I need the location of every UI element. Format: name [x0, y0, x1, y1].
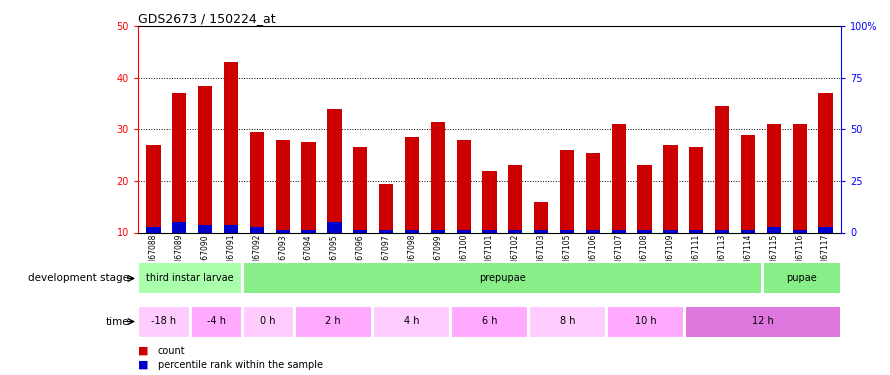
Bar: [224, 225, 239, 232]
Bar: [607, 306, 684, 338]
Bar: [482, 230, 497, 232]
Bar: [793, 124, 807, 232]
Bar: [560, 150, 574, 232]
Bar: [740, 135, 755, 232]
Bar: [276, 140, 290, 232]
Bar: [276, 230, 290, 232]
Bar: [793, 230, 807, 232]
Text: count: count: [158, 346, 185, 355]
Bar: [534, 202, 548, 232]
Bar: [139, 262, 241, 294]
Bar: [224, 62, 239, 232]
Bar: [405, 230, 419, 232]
Text: pupae: pupae: [787, 273, 817, 283]
Bar: [689, 147, 703, 232]
Text: 0 h: 0 h: [261, 316, 276, 326]
Bar: [819, 93, 833, 232]
Text: -4 h: -4 h: [206, 316, 225, 326]
Bar: [457, 230, 471, 232]
Bar: [250, 132, 264, 232]
Bar: [379, 183, 393, 232]
Bar: [431, 122, 445, 232]
Bar: [715, 230, 729, 232]
Text: -18 h: -18 h: [151, 316, 176, 326]
Bar: [243, 262, 763, 294]
Bar: [637, 165, 651, 232]
Bar: [146, 145, 160, 232]
Text: prepupae: prepupae: [479, 273, 526, 283]
Bar: [146, 227, 160, 232]
Text: 6 h: 6 h: [481, 316, 498, 326]
Text: 12 h: 12 h: [752, 316, 773, 326]
Text: ■: ■: [138, 346, 149, 355]
Bar: [663, 230, 677, 232]
Bar: [172, 222, 186, 232]
Bar: [586, 153, 600, 232]
Bar: [764, 262, 840, 294]
Bar: [302, 142, 316, 232]
Bar: [611, 124, 626, 232]
Bar: [819, 227, 833, 232]
Bar: [431, 230, 445, 232]
Bar: [685, 306, 840, 338]
Bar: [766, 227, 781, 232]
Bar: [172, 93, 186, 232]
Bar: [715, 106, 729, 232]
Text: 8 h: 8 h: [560, 316, 575, 326]
Bar: [482, 171, 497, 232]
Bar: [328, 222, 342, 232]
Text: percentile rank within the sample: percentile rank within the sample: [158, 360, 322, 369]
Text: 2 h: 2 h: [326, 316, 341, 326]
Bar: [740, 230, 755, 232]
Bar: [302, 230, 316, 232]
Bar: [560, 230, 574, 232]
Bar: [328, 109, 342, 232]
Text: development stage: development stage: [28, 273, 129, 284]
Bar: [611, 230, 626, 232]
Bar: [508, 165, 522, 232]
Bar: [663, 145, 677, 232]
Bar: [534, 230, 548, 232]
Bar: [689, 230, 703, 232]
Text: 10 h: 10 h: [635, 316, 657, 326]
Bar: [508, 230, 522, 232]
Text: ■: ■: [138, 360, 149, 369]
Bar: [353, 147, 368, 232]
Bar: [190, 306, 241, 338]
Bar: [353, 230, 368, 232]
Bar: [379, 230, 393, 232]
Text: GDS2673 / 150224_at: GDS2673 / 150224_at: [138, 12, 276, 25]
Bar: [243, 306, 294, 338]
Bar: [373, 306, 450, 338]
Text: 4 h: 4 h: [404, 316, 419, 326]
Text: time: time: [105, 316, 129, 327]
Bar: [586, 230, 600, 232]
Text: third instar larvae: third instar larvae: [146, 273, 234, 283]
Bar: [198, 86, 213, 232]
Bar: [198, 225, 213, 232]
Bar: [250, 227, 264, 232]
Bar: [766, 124, 781, 232]
Bar: [637, 230, 651, 232]
Bar: [139, 306, 190, 338]
Bar: [529, 306, 606, 338]
Bar: [405, 137, 419, 232]
Bar: [295, 306, 372, 338]
Bar: [451, 306, 528, 338]
Bar: [457, 140, 471, 232]
